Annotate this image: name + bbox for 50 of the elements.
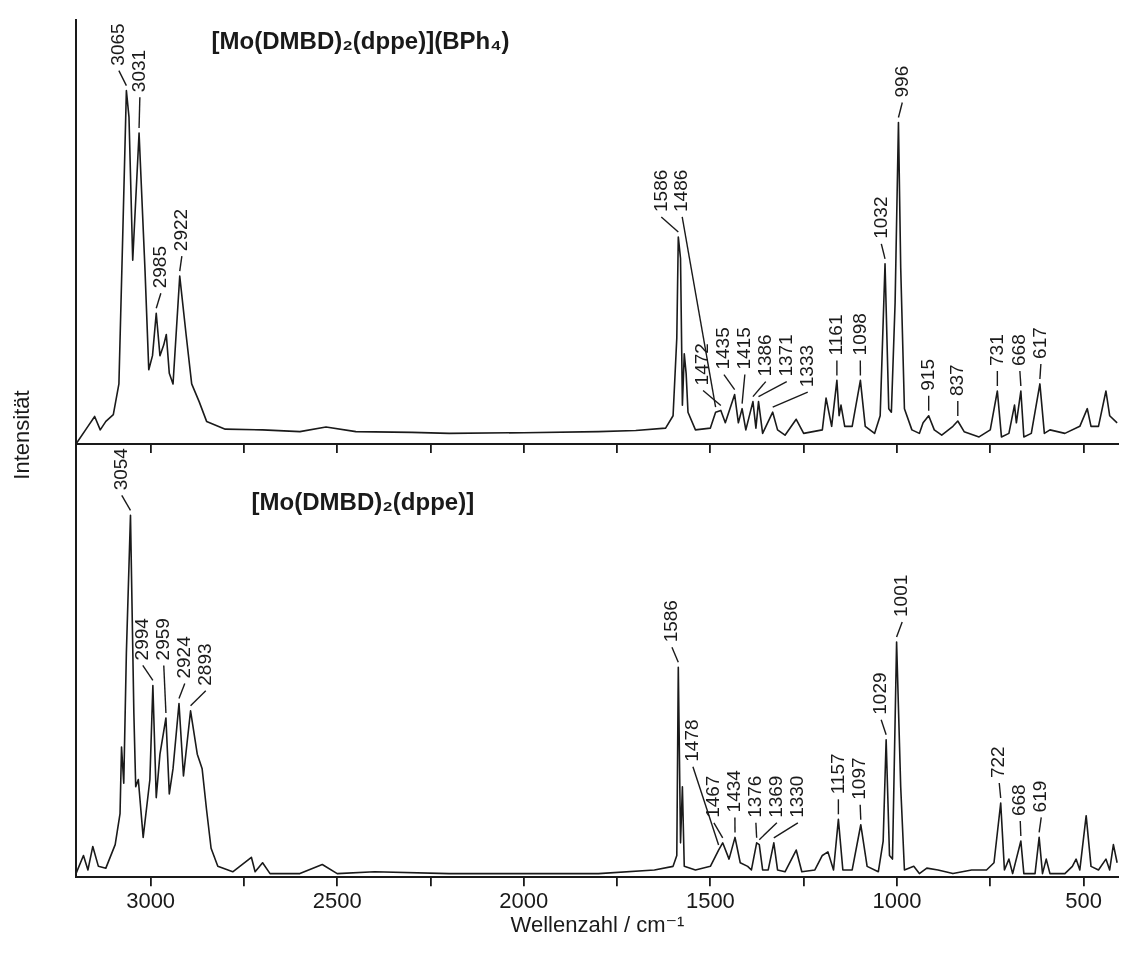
x-tick-label: 2500 [312,888,362,914]
annotation: 1472 [691,343,713,386]
annotation: 2924 [173,635,194,679]
annotation: 1330 [786,775,808,818]
annotation: 1032 [869,196,891,239]
annotation: 837 [946,364,968,397]
annotation: 668 [1008,334,1030,366]
annotation: 1097 [848,757,870,800]
annotation: 617 [1029,327,1051,359]
chart-title: [Mo(DMBD)₂(dppe)](BPh₄) [211,26,510,54]
annotation: 1157 [826,753,848,795]
annotation: 1333 [795,344,817,388]
x-tick-label: 2000 [499,888,549,914]
annotation: 1386 [754,334,776,377]
annotation: 1001 [890,574,912,618]
annotation: 3065 [107,23,129,66]
y-axis-title: Intensität [9,390,35,480]
annotation: 1486 [670,169,692,212]
x-tick-label: 500 [1065,888,1102,914]
annotation: 731 [985,334,1007,366]
annotation: 722 [987,746,1009,779]
annotation: 3054 [110,447,131,491]
annotation: 1435 [712,327,734,370]
x-tick-label: 1500 [685,888,735,914]
annotation: 1098 [848,313,870,356]
annotation: 1161 [825,314,847,356]
annotation: 2994 [131,617,152,661]
annotation: 915 [916,359,938,391]
annotation: 2959 [152,618,173,661]
annotation: 619 [1029,780,1051,813]
annotation: 1586 [649,169,671,212]
x-tick-label: 1000 [872,888,922,914]
annotation: 2893 [194,643,215,686]
annotation: 2922 [170,208,192,252]
annotation: 1371 [774,334,796,377]
annotation: 1478 [681,719,703,762]
chart-title: [Mo(DMBD)₂(dppe)] [251,487,475,515]
annotation: 668 [1008,784,1030,817]
annotation: 1586 [660,600,682,643]
x-tick-label: 3000 [126,888,176,914]
annotation: 1434 [723,769,745,813]
annotation: 1415 [733,327,755,370]
annotation: 996 [890,65,912,98]
annotation: 1369 [765,775,787,818]
annotation: 3031 [128,49,150,93]
annotation: 1029 [869,672,891,715]
annotation: 1467 [702,775,724,818]
annotation: 1376 [744,775,766,818]
annotation: 2985 [149,245,171,289]
x-axis-title: Wellenzahl / cm⁻¹ [510,911,685,937]
